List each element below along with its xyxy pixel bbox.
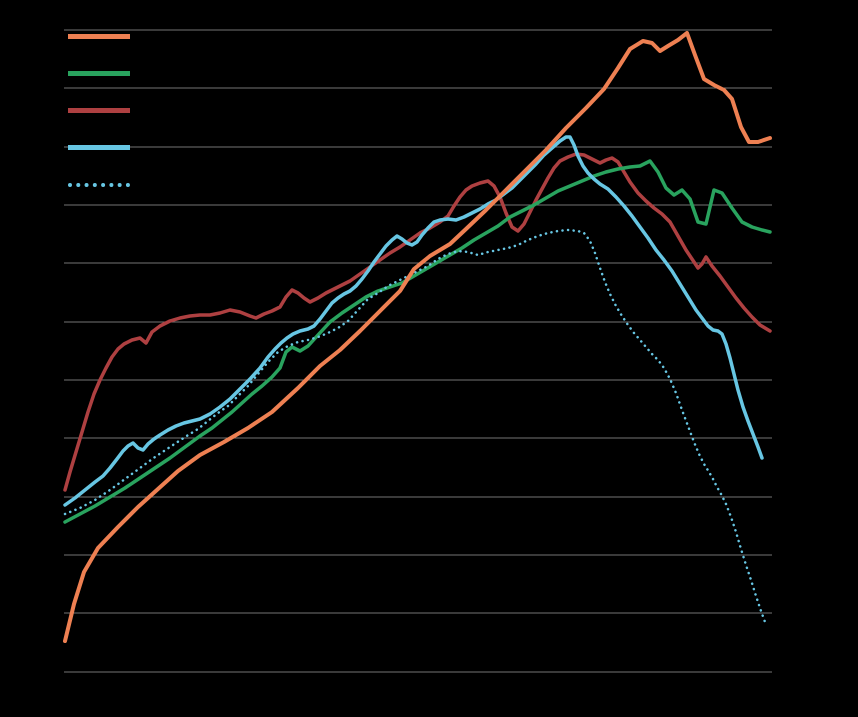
legend-swatch-blue [68,145,130,150]
legend [68,18,142,203]
legend-swatch-blue-dotted [68,182,130,187]
series-line-blue-dotted [63,228,767,624]
legend-swatch-green [68,71,130,76]
legend-swatch-orange [68,34,130,39]
legend-swatch-red [68,108,130,113]
legend-item-orange [68,18,142,55]
legend-item-blue-dotted [68,166,142,203]
legend-item-blue [68,129,142,166]
series-line-green [63,159,772,524]
series-line-orange [63,31,772,643]
legend-item-green [68,55,142,92]
legend-item-red [68,92,142,129]
series-line-blue [63,135,764,507]
